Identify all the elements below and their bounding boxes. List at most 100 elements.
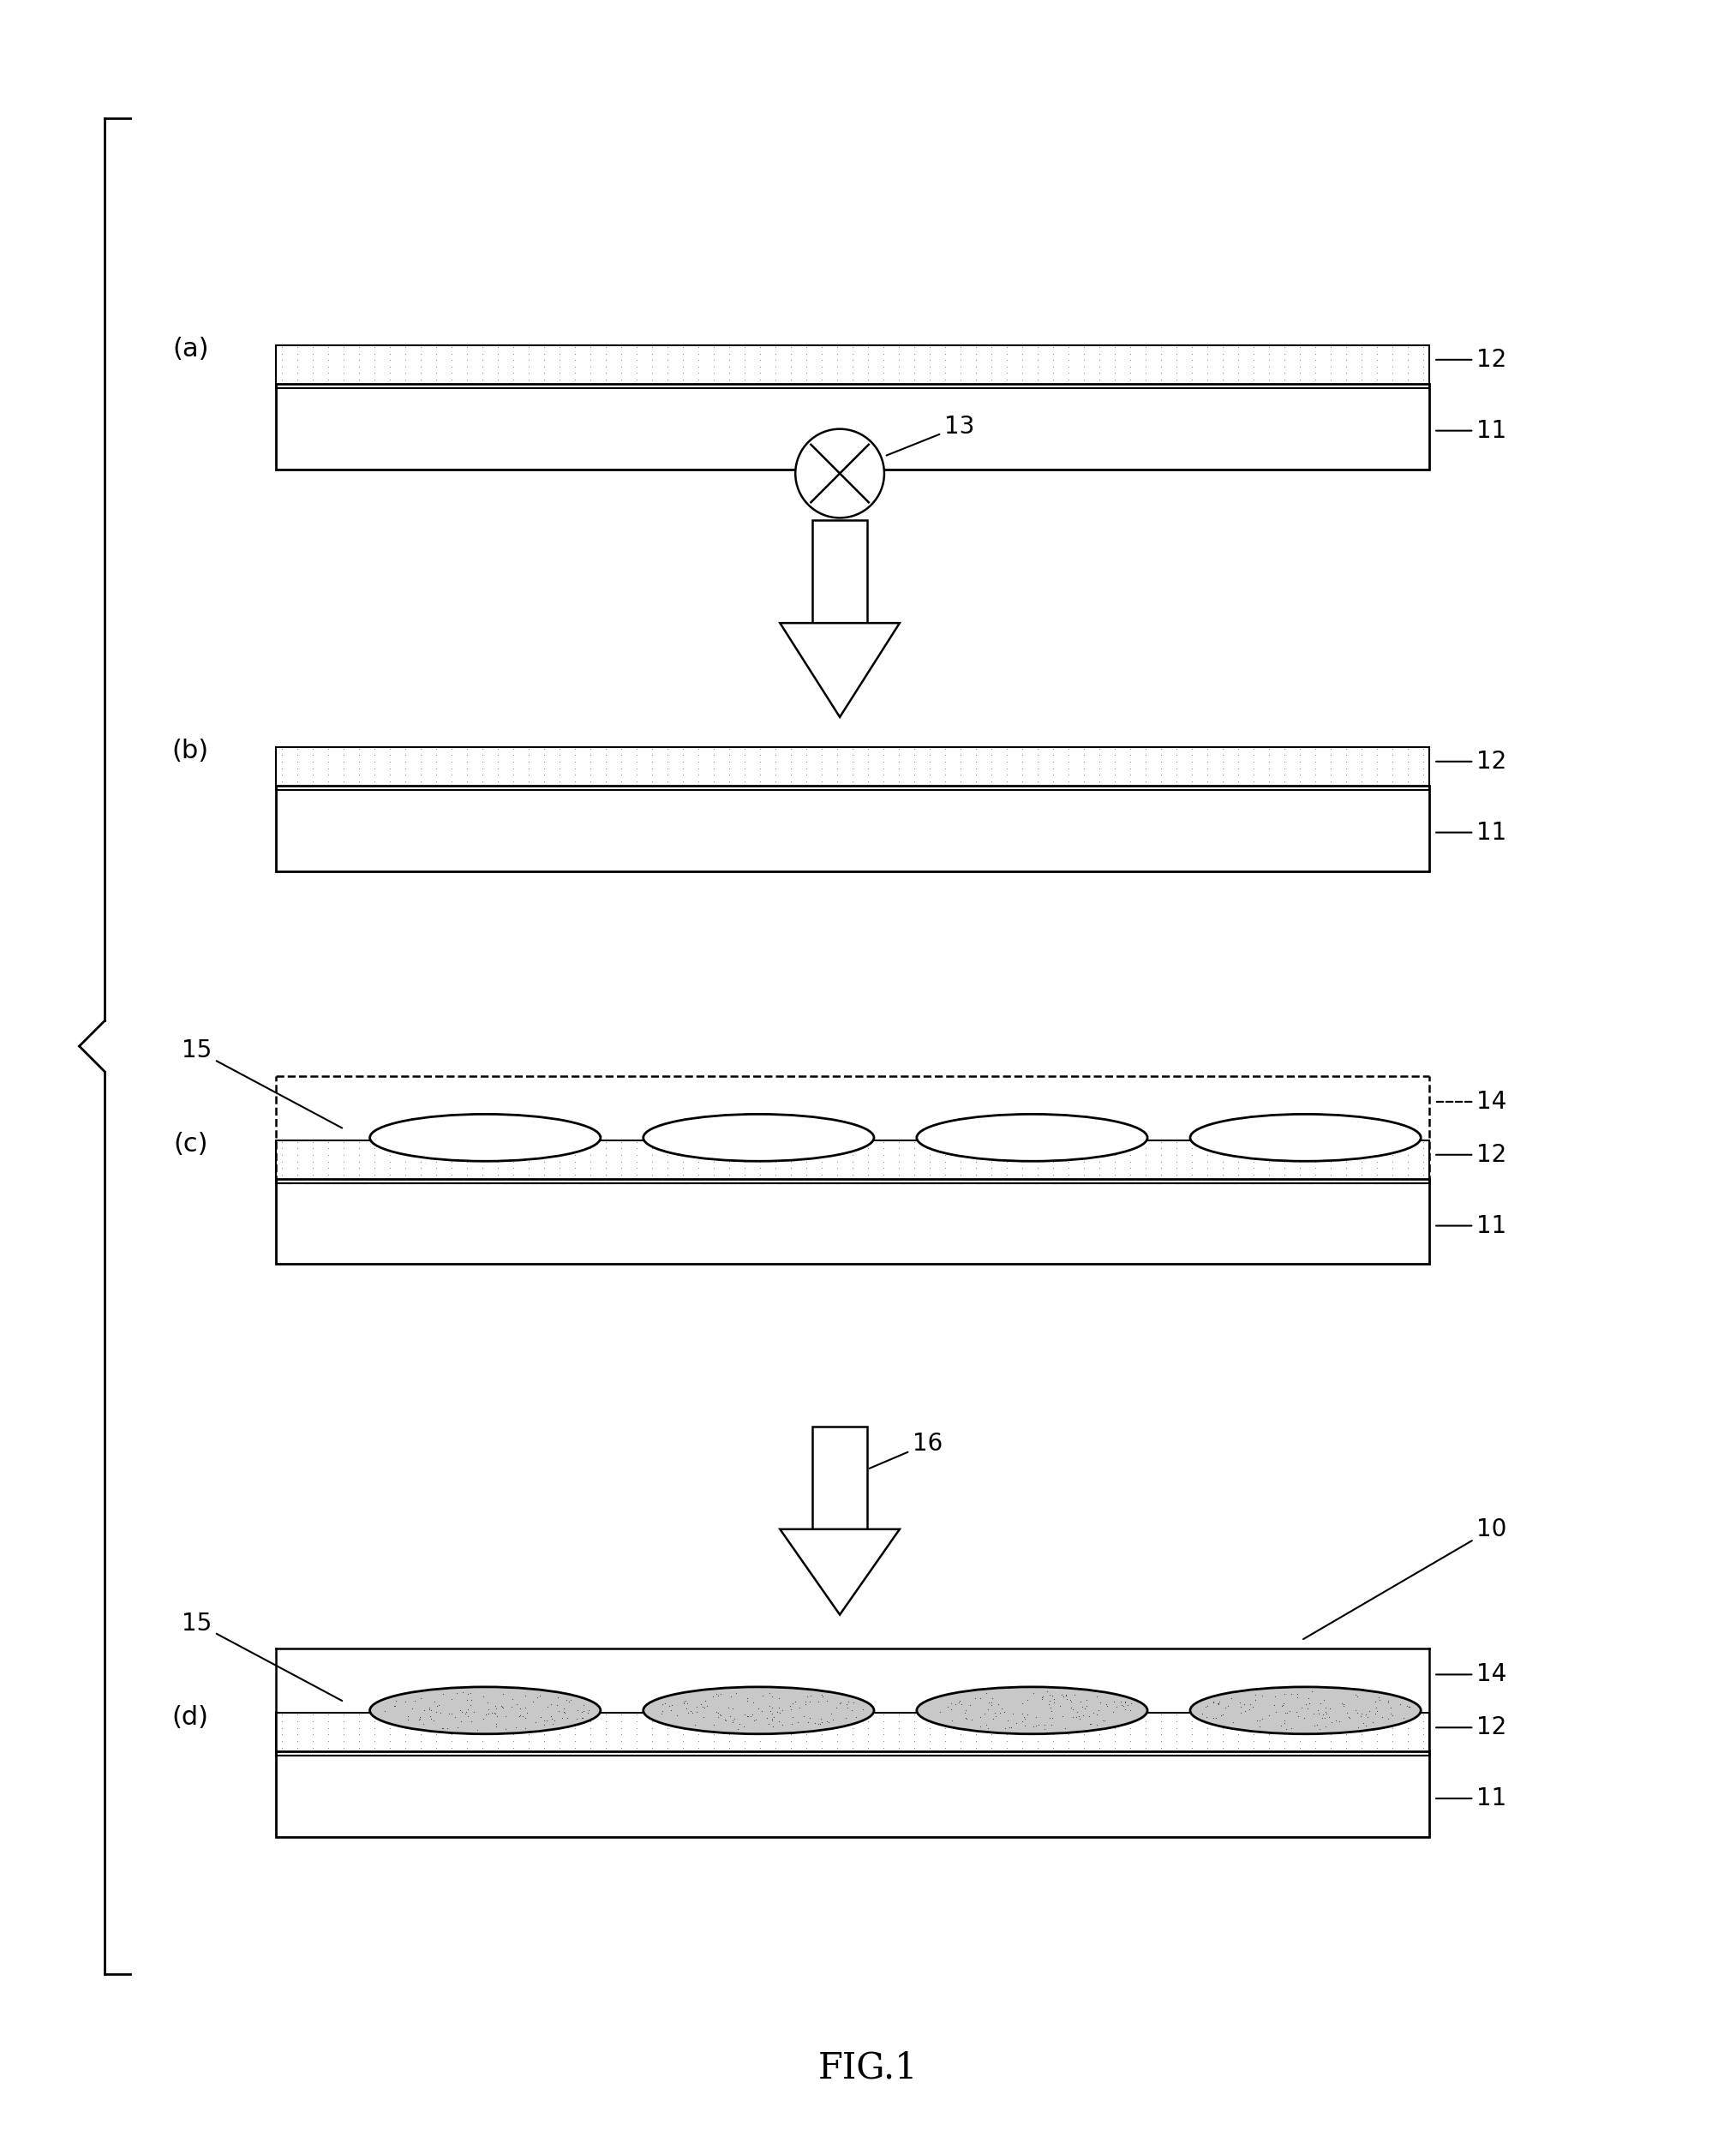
Point [653,1710,681,1744]
Point [807,1125,835,1159]
Point [778,752,806,786]
Point [361,1131,389,1165]
Point [681,1691,708,1725]
Point [500,1736,528,1770]
Point [792,771,819,805]
Point [437,758,465,792]
Point [1147,1137,1175,1172]
Point [283,771,311,805]
Point [1236,1706,1264,1740]
Point [267,1159,295,1193]
Point [1116,1144,1144,1178]
Point [762,1730,790,1764]
Point [1147,739,1175,773]
Point [1318,739,1345,773]
Point [639,1736,667,1770]
Point [1132,349,1160,383]
Point [830,1693,858,1727]
Point [330,1736,358,1770]
Point [946,1717,974,1751]
Point [1163,1698,1191,1732]
Circle shape [795,428,884,518]
Point [792,343,819,377]
Point [1378,368,1406,403]
Point [1246,1698,1274,1732]
Point [1271,1137,1299,1172]
Point [731,356,759,390]
Point [746,731,774,765]
Point [453,739,481,773]
Point [1040,765,1068,799]
Point [267,1125,295,1159]
Point [1410,1125,1437,1159]
Point [708,1700,736,1734]
Point [1104,1691,1132,1725]
Point [1255,1730,1283,1764]
Point [330,1125,358,1159]
Point [469,765,496,799]
Point [1240,1702,1267,1736]
Point [1378,1137,1406,1172]
Point [561,1717,589,1751]
Point [1302,343,1330,377]
Point [1055,1717,1083,1751]
Point [930,739,958,773]
Point [516,1144,543,1178]
Point [746,1125,774,1159]
Point [1302,745,1330,780]
Point [1255,343,1283,377]
Point [391,1698,418,1732]
Point [1302,1165,1330,1199]
Point [1055,1698,1083,1732]
Point [1255,1137,1283,1172]
Point [792,337,819,371]
Point [1055,1704,1083,1738]
Point [1271,1698,1299,1732]
Point [1394,771,1422,805]
Point [1342,1687,1370,1721]
Point [668,1710,696,1744]
Point [623,758,651,792]
Point [314,1723,342,1757]
Point [684,1730,712,1764]
Point [838,731,866,765]
Point [778,1723,806,1757]
Point [1394,356,1422,390]
Point [1224,1717,1252,1751]
Point [1208,349,1236,383]
Point [516,362,543,396]
Point [750,1702,778,1736]
Point [885,752,913,786]
Point [1019,1683,1047,1717]
Point [1302,1723,1330,1757]
Point [1333,745,1361,780]
Point [592,1150,620,1184]
Point [1347,765,1375,799]
Point [807,1723,835,1757]
Point [1318,362,1345,396]
Point [1378,343,1406,377]
Point [838,1150,866,1184]
Point [963,1687,991,1721]
Point [495,1693,523,1727]
Point [1333,337,1361,371]
Point [700,1730,727,1764]
Point [477,1706,505,1740]
Point [491,1695,519,1730]
Point [460,1689,488,1723]
Point [576,1159,604,1193]
Point [1061,1702,1088,1736]
Point [406,337,434,371]
Point [299,1131,326,1165]
Point [1271,1723,1299,1757]
Point [731,1723,759,1757]
Point [1179,1723,1207,1757]
Point [1040,1708,1068,1742]
Text: 13: 13 [887,415,974,456]
Point [1347,343,1375,377]
Point [1233,1681,1260,1715]
Point [523,1683,550,1717]
Point [1224,1137,1252,1172]
Point [1382,1689,1410,1723]
Point [1240,1137,1267,1172]
